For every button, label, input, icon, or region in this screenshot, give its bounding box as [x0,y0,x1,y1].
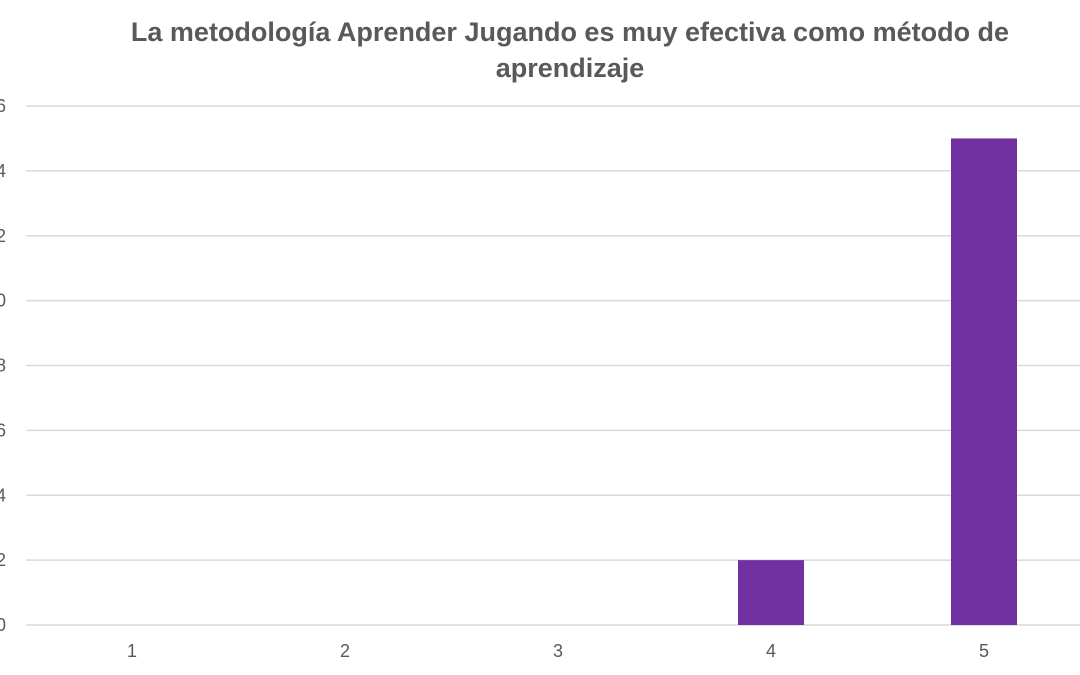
y-tick-label: 8 [0,356,6,376]
y-tick-label: 2 [0,550,6,570]
x-tick-label: 1 [127,641,137,661]
bar-5 [951,138,1017,625]
y-tick-label: 16 [0,96,6,116]
gridlines [26,105,1080,626]
y-tick-label: 12 [0,226,6,246]
x-tick-label: 5 [979,641,989,661]
y-axis-tick-labels: 0 2 4 6 8 10 12 14 16 [0,96,6,635]
y-tick-label: 14 [0,161,6,181]
y-tick-label: 6 [0,420,6,440]
x-tick-label: 2 [340,641,350,661]
x-tick-label: 4 [766,641,776,661]
y-tick-label: 0 [0,615,6,635]
chart-title: La metodología Aprender Jugando es muy e… [130,17,1010,83]
y-tick-label: 4 [0,485,6,505]
x-tick-label: 3 [553,641,563,661]
bar-4 [738,560,804,625]
bars [738,138,1017,625]
y-tick-label: 10 [0,291,6,311]
x-axis-tick-labels: 1 2 3 4 5 [127,641,989,661]
